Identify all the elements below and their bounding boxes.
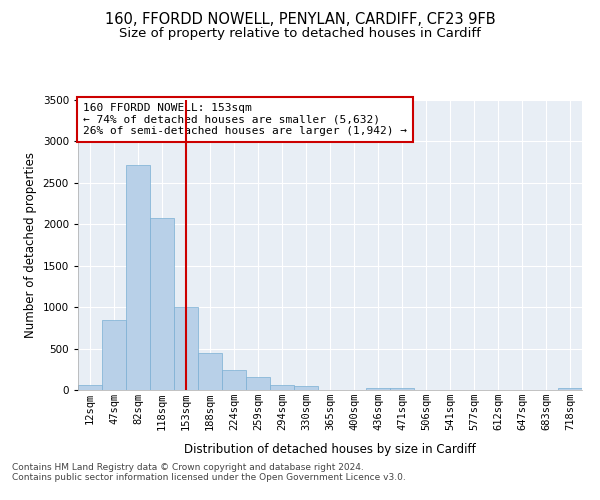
Text: Contains HM Land Registry data © Crown copyright and database right 2024.: Contains HM Land Registry data © Crown c… bbox=[12, 464, 364, 472]
Bar bbox=[150, 218, 174, 390]
Y-axis label: Number of detached properties: Number of detached properties bbox=[24, 152, 37, 338]
Bar bbox=[78, 384, 102, 390]
Bar bbox=[174, 306, 198, 390]
Bar bbox=[366, 388, 390, 390]
Bar bbox=[246, 377, 270, 390]
Text: 160 FFORDD NOWELL: 153sqm
← 74% of detached houses are smaller (5,632)
26% of se: 160 FFORDD NOWELL: 153sqm ← 74% of detac… bbox=[83, 103, 407, 136]
Bar bbox=[390, 388, 414, 390]
Text: 160, FFORDD NOWELL, PENYLAN, CARDIFF, CF23 9FB: 160, FFORDD NOWELL, PENYLAN, CARDIFF, CF… bbox=[104, 12, 496, 28]
Bar bbox=[102, 320, 126, 390]
Bar bbox=[222, 370, 246, 390]
Bar bbox=[198, 352, 222, 390]
Bar bbox=[558, 388, 582, 390]
Text: Contains public sector information licensed under the Open Government Licence v3: Contains public sector information licen… bbox=[12, 474, 406, 482]
Bar bbox=[270, 384, 294, 390]
Text: Distribution of detached houses by size in Cardiff: Distribution of detached houses by size … bbox=[184, 442, 476, 456]
Text: Size of property relative to detached houses in Cardiff: Size of property relative to detached ho… bbox=[119, 28, 481, 40]
Bar bbox=[126, 164, 150, 390]
Bar bbox=[294, 386, 318, 390]
